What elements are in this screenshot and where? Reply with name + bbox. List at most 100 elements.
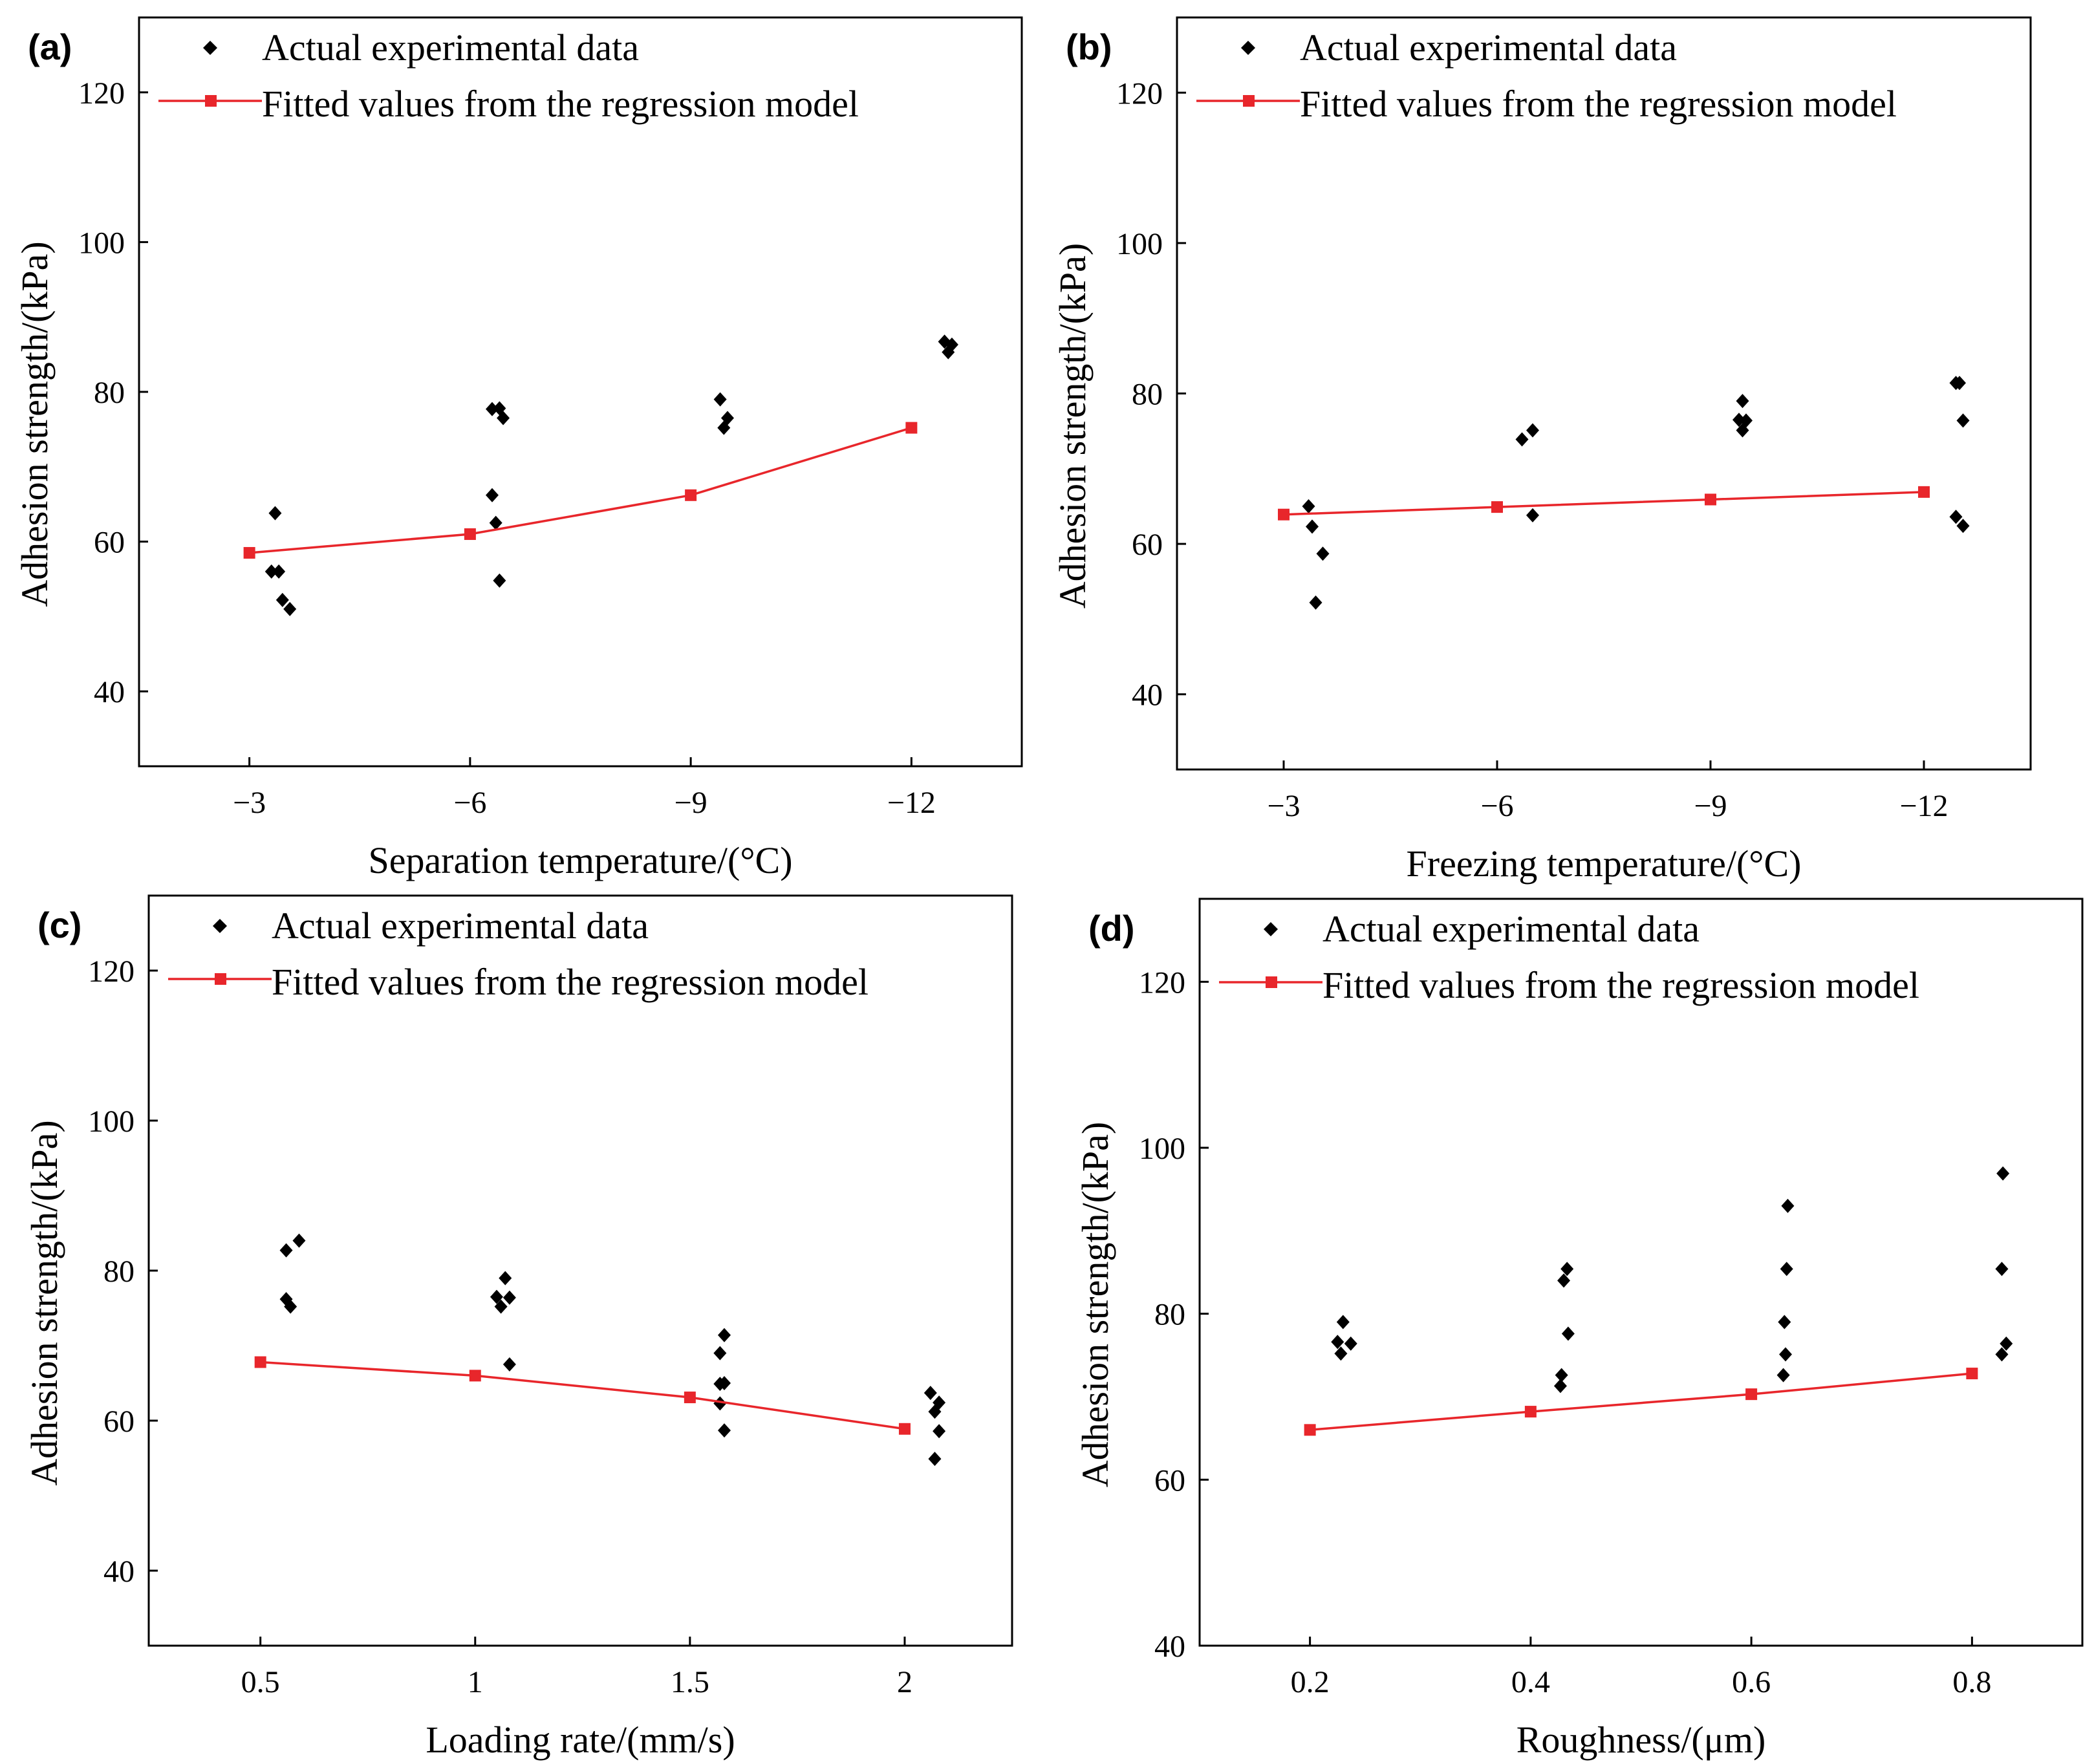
data-point xyxy=(490,1289,503,1304)
data-point xyxy=(284,1299,297,1314)
y-tick-label: 40 xyxy=(103,1554,135,1589)
data-point xyxy=(1515,432,1529,447)
fit-line xyxy=(1310,1372,1972,1432)
chart-panel-1: −3 −6 −9 −12 40 60 80 100 120 Separation temperat… xyxy=(14,16,1023,881)
legend-marker-fit xyxy=(205,95,217,107)
data-point xyxy=(713,1346,727,1361)
y-tick-label: 120 xyxy=(88,954,135,989)
data-point xyxy=(502,1290,516,1305)
data-point xyxy=(1331,1335,1344,1350)
fit-line xyxy=(1283,491,1925,516)
data-point xyxy=(494,1299,508,1314)
data-point xyxy=(1560,1262,1574,1276)
data-point xyxy=(1736,394,1749,409)
y-tick-label: 80 xyxy=(103,1254,135,1289)
data-point xyxy=(1776,1368,1790,1382)
data-point xyxy=(1778,1315,1791,1329)
data-point xyxy=(718,1328,731,1342)
fit-point xyxy=(1918,486,1930,498)
data-point xyxy=(1953,376,1966,391)
x-axis-title: Roughness/(μm) xyxy=(1517,1719,1766,1761)
x-axis-title: Freezing temperature/(°C) xyxy=(1407,843,1802,885)
y-axis-title: Adhesion strength/(kPa) xyxy=(14,241,56,607)
panel-label: (c) xyxy=(38,905,81,945)
data-point xyxy=(1336,1315,1350,1329)
y-axis-title: Adhesion strength/(kPa) xyxy=(23,1120,65,1485)
data-point xyxy=(1949,510,1963,524)
x-tick-label: −12 xyxy=(1899,789,1948,823)
x-tick-label: 0.8 xyxy=(1952,1665,1991,1699)
data-point xyxy=(713,1377,727,1392)
data-point xyxy=(279,1243,293,1258)
data-point xyxy=(1316,546,1330,561)
y-tick-label: 60 xyxy=(1132,528,1163,562)
panel-label: (b) xyxy=(1066,27,1112,67)
data-point xyxy=(502,1357,516,1371)
x-tick-label: 0.4 xyxy=(1511,1665,1550,1699)
plot-frame xyxy=(1198,898,2084,1647)
x-tick-label: −12 xyxy=(887,786,936,820)
legend-marker-fit xyxy=(1266,976,1277,988)
data-point xyxy=(1995,1262,2009,1276)
y-tick-label: 100 xyxy=(1139,1132,1185,1166)
legend-label-data: Actual experimental data xyxy=(272,905,649,947)
data-point xyxy=(1781,1198,1795,1213)
x-tick-label: −9 xyxy=(675,786,707,820)
fit-point xyxy=(464,528,476,541)
fit-line xyxy=(260,1361,905,1430)
data-point xyxy=(1526,423,1539,438)
x-tick-label: −6 xyxy=(453,786,486,820)
data-point xyxy=(713,1396,727,1411)
legend-marker-fit xyxy=(215,973,226,985)
data-point xyxy=(1557,1273,1571,1288)
y-axis-title: Adhesion strength/(kPa) xyxy=(1052,243,1094,608)
y-tick-label: 100 xyxy=(88,1104,135,1139)
legend-label-fit: Fitted values from the regression model xyxy=(272,961,869,1003)
y-axis-title: Adhesion strength/(kPa) xyxy=(1074,1122,1116,1487)
x-axis-title: Loading rate/(mm/s) xyxy=(426,1719,735,1761)
data-point xyxy=(942,345,955,360)
y-tick-label: 100 xyxy=(78,226,125,260)
fit-point xyxy=(685,489,697,501)
fit-point xyxy=(469,1370,481,1382)
chart-panel-4: 0.2 0.4 0.6 0.8 40 60 80 100 120 Roughness/(μm) Ad… xyxy=(1074,898,2084,1761)
y-tick-label: 40 xyxy=(1132,678,1163,713)
fit-point xyxy=(1524,1406,1537,1418)
legend-label-data: Actual experimental data xyxy=(1322,908,1700,950)
data-point xyxy=(1526,508,1539,522)
y-tick-label: 100 xyxy=(1116,227,1163,261)
data-point xyxy=(1302,499,1315,513)
legend-label-fit: Fitted values from the regression model xyxy=(1300,83,1897,125)
legend-marker-data xyxy=(1264,922,1278,936)
y-tick-label: 120 xyxy=(1116,76,1163,111)
fit-point xyxy=(1705,493,1716,506)
data-point xyxy=(713,392,727,407)
data-point xyxy=(486,488,499,502)
y-tick-label: 80 xyxy=(94,376,125,410)
legend-marker-data xyxy=(1241,41,1255,55)
data-point xyxy=(272,564,286,579)
y-tick-label: 80 xyxy=(1154,1298,1185,1332)
data-point xyxy=(493,573,506,588)
y-tick-label: 120 xyxy=(1139,965,1185,1000)
legend-marker-data xyxy=(203,41,217,55)
fit-point xyxy=(254,1356,266,1368)
x-tick-label: 2 xyxy=(897,1665,912,1699)
data-point xyxy=(1996,1166,2010,1181)
legend-label-fit: Fitted values from the regression model xyxy=(1322,964,1919,1006)
data-point xyxy=(1553,1379,1567,1393)
data-point xyxy=(1306,519,1319,534)
data-point xyxy=(933,1424,946,1439)
data-point xyxy=(1309,595,1322,610)
data-point xyxy=(268,506,282,521)
plot-frame xyxy=(147,894,1013,1647)
data-point xyxy=(1344,1336,1357,1351)
x-tick-label: 0.2 xyxy=(1291,1665,1330,1699)
y-tick-label: 120 xyxy=(78,76,125,111)
y-tick-label: 80 xyxy=(1132,378,1163,412)
fit-point xyxy=(898,1423,911,1435)
data-point xyxy=(489,515,502,530)
data-point xyxy=(292,1233,306,1248)
fit-line xyxy=(249,426,912,554)
